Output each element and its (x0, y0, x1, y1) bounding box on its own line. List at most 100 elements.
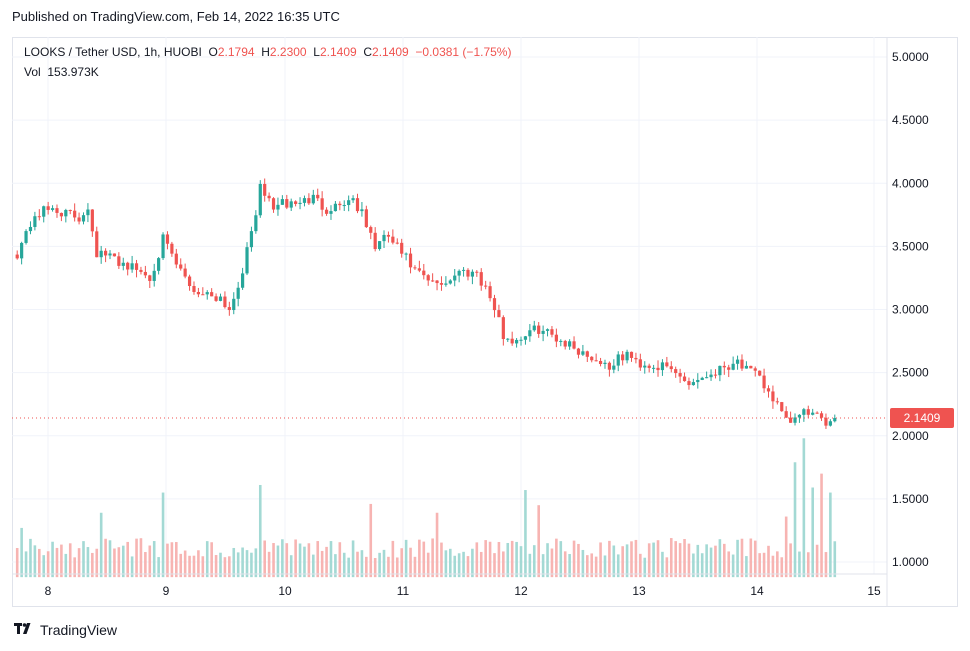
volume-bars (15, 438, 837, 578)
candle-body (594, 360, 598, 362)
candle-body (528, 330, 532, 337)
candle-body (373, 232, 377, 250)
volume-bar (692, 553, 695, 578)
candle-body (431, 280, 435, 282)
volume-bar (745, 556, 748, 578)
volume-bar (272, 543, 275, 578)
candle-body (656, 367, 660, 371)
candle-body (475, 271, 479, 273)
volume-bar (524, 490, 527, 578)
volume-bar (329, 541, 333, 578)
footer-brand[interactable]: TradingView (14, 622, 117, 638)
volume-bar (387, 556, 390, 578)
volume-bar (20, 527, 23, 578)
volume-bar (24, 551, 28, 578)
candle-body (15, 254, 19, 259)
time-axis[interactable]: 8 9 10 11 12 13 14 15 (45, 584, 881, 598)
time-tick-label: 11 (397, 584, 410, 598)
candle-body (254, 215, 258, 232)
candle-body (625, 351, 629, 361)
candle-body (824, 417, 828, 426)
candle-body (563, 340, 567, 347)
price-axis[interactable]: 5.0000 4.5000 4.0000 3.5000 3.0000 2.5000 2.00… (892, 50, 929, 569)
candle-body (285, 199, 289, 208)
candle-body (413, 267, 417, 269)
candle-body (784, 411, 788, 418)
volume-bar (245, 550, 249, 578)
volume-bar (210, 542, 213, 578)
volume-bar (170, 542, 174, 578)
candle-body (99, 250, 103, 258)
volume-bar (537, 505, 540, 578)
candle-body (324, 209, 329, 214)
volume-bar (241, 547, 244, 578)
volume-bar (263, 540, 266, 578)
candle-body (470, 271, 475, 277)
volume-bar (462, 551, 465, 578)
candle-body (276, 204, 280, 210)
candle-body (179, 264, 183, 269)
volume-bar (183, 550, 187, 578)
ohlc-legend: LOOKS / Tether USD, 1h, HUOBI O2.1794 H2… (24, 45, 511, 59)
volume-bar (413, 556, 417, 578)
chart-frame[interactable] (12, 37, 958, 607)
candle-body (554, 334, 558, 342)
candle-body (183, 268, 187, 277)
volume-bar (219, 552, 222, 578)
candle-body (788, 417, 793, 423)
volume-bar (347, 557, 350, 578)
candle-body (700, 377, 704, 380)
candle-body (744, 365, 749, 369)
volume-bar (404, 539, 408, 578)
candle-body (793, 417, 797, 423)
candle-body (691, 382, 695, 386)
candle-body (320, 198, 324, 210)
candle-body (634, 357, 638, 360)
time-tick-label: 14 (750, 584, 764, 598)
candle-body (651, 367, 656, 369)
volume-bar (488, 541, 492, 578)
volume-bar (431, 538, 434, 578)
volume-label: Vol (24, 65, 41, 79)
candle-body (170, 243, 174, 254)
candle-body (616, 354, 620, 366)
time-tick-label: 15 (867, 584, 881, 598)
volume-bar (532, 545, 536, 578)
volume-bar (493, 553, 496, 578)
volume-bar (121, 545, 125, 578)
volume-legend: Vol 153.973K (24, 65, 99, 79)
candle-body (665, 362, 669, 367)
candle-body (42, 206, 46, 217)
volume-bar (709, 547, 713, 578)
candlestick-series[interactable] (15, 178, 837, 429)
volume-bar (466, 556, 470, 578)
price-chart[interactable]: 5.0000 4.5000 4.0000 3.5000 3.0000 2.5000 2.00… (12, 37, 958, 607)
candle-body (130, 263, 134, 270)
volume-bar (77, 548, 81, 578)
candle-body (143, 271, 147, 276)
candle-body (453, 275, 457, 281)
published-note: Published on TradingView.com, Feb 14, 20… (12, 9, 340, 24)
candle-body (819, 413, 824, 418)
volume-bar (99, 512, 103, 578)
volume-bar (312, 554, 315, 578)
candle-body (422, 270, 426, 276)
candle-body (523, 336, 528, 340)
candle-body (382, 234, 386, 242)
volume-bar (705, 544, 708, 578)
time-tick-label: 9 (163, 584, 170, 598)
candle-body (461, 269, 466, 271)
candle-body (298, 202, 302, 204)
candle-body (50, 208, 55, 210)
volume-bar (201, 556, 205, 578)
volume-bar (546, 543, 549, 578)
candle-body (828, 421, 832, 426)
volume-bar (780, 557, 784, 578)
candle-body (537, 325, 541, 334)
volume-bar (258, 484, 262, 578)
candle-body (24, 231, 28, 243)
volume-bar (152, 541, 156, 578)
volume-bar (223, 557, 227, 578)
volume-bar (281, 539, 284, 578)
candle-body (386, 234, 391, 237)
